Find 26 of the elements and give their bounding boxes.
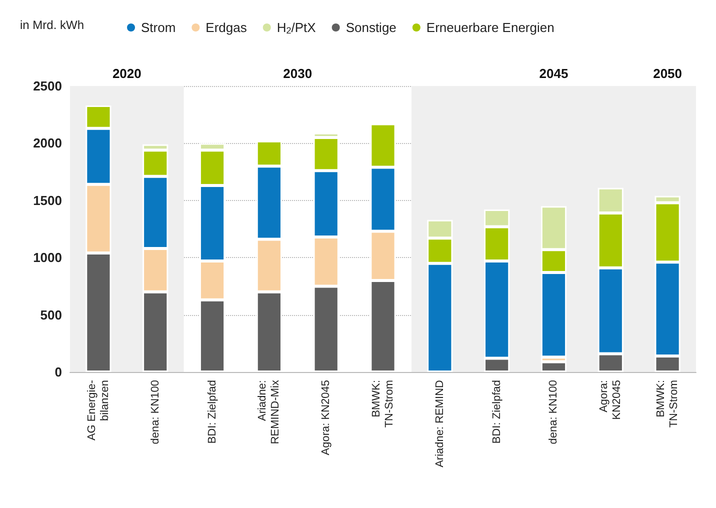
legend-label: Sonstige: [346, 20, 396, 35]
y-tick-label: 0: [54, 364, 62, 380]
text: 2030: [283, 66, 312, 81]
legend-label: Erdgas: [206, 20, 248, 35]
legend-label: Erneuerbare Energien: [426, 20, 554, 35]
y-tick-label: 2500: [33, 78, 62, 94]
y-tick-label: 1500: [33, 192, 62, 208]
x-tick-label: Agora: KN2045: [320, 380, 332, 456]
x-tick-label: Ariadne: REMIND-Mix: [256, 380, 282, 444]
x-tick-label: BMWK: TN-Strom: [655, 380, 680, 428]
y-tick-label: 1000: [33, 250, 62, 266]
x-tick-label: dena: KN100: [149, 380, 162, 444]
x-tick-label: BDI: Zielpfad: [490, 380, 503, 444]
y-axis-title: in Mrd. kWh: [20, 18, 84, 32]
text: 2050: [653, 66, 682, 81]
legend-label: Strom: [141, 20, 176, 35]
x-tick-label: dena: KN100: [548, 380, 560, 444]
y-tick-label: 500: [40, 307, 62, 322]
x-tick-label: AG Energie- bilanzen: [86, 380, 111, 441]
x-tick-label: Agora: KN2045: [598, 380, 624, 420]
x-tick-label: BDI: Zielpfad: [206, 380, 218, 444]
text: 2045: [539, 66, 568, 81]
text: 2020: [112, 66, 142, 81]
y-tick-label: 2000: [33, 136, 62, 151]
x-tick-label: Ariadne: REMIND: [434, 380, 446, 468]
x-tick-label: BMWK: TN-Strom: [370, 380, 396, 428]
